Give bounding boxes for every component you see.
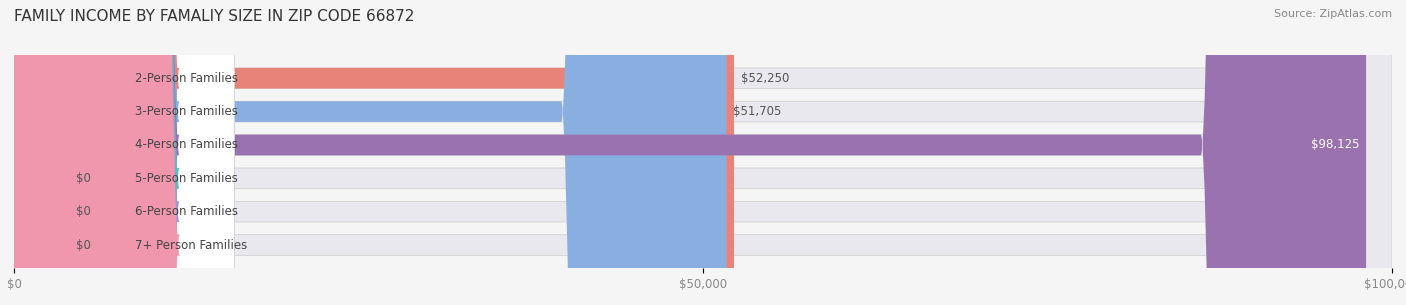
FancyBboxPatch shape: [0, 0, 180, 305]
Text: 4-Person Families: 4-Person Families: [135, 138, 238, 152]
Text: 7+ Person Families: 7+ Person Families: [135, 239, 247, 252]
Text: $0: $0: [76, 205, 91, 218]
FancyBboxPatch shape: [14, 0, 727, 305]
FancyBboxPatch shape: [14, 0, 235, 305]
FancyBboxPatch shape: [14, 0, 235, 305]
FancyBboxPatch shape: [14, 0, 1392, 305]
FancyBboxPatch shape: [14, 0, 1392, 305]
FancyBboxPatch shape: [14, 0, 1392, 305]
Text: Source: ZipAtlas.com: Source: ZipAtlas.com: [1274, 9, 1392, 19]
FancyBboxPatch shape: [14, 0, 1367, 305]
FancyBboxPatch shape: [14, 0, 235, 305]
FancyBboxPatch shape: [14, 0, 1392, 305]
FancyBboxPatch shape: [0, 0, 180, 305]
FancyBboxPatch shape: [14, 0, 734, 305]
FancyBboxPatch shape: [14, 0, 235, 305]
Text: 3-Person Families: 3-Person Families: [135, 105, 238, 118]
FancyBboxPatch shape: [14, 0, 235, 305]
Text: $52,250: $52,250: [741, 72, 789, 85]
FancyBboxPatch shape: [0, 0, 180, 305]
FancyBboxPatch shape: [0, 0, 180, 305]
Text: 6-Person Families: 6-Person Families: [135, 205, 238, 218]
Text: 2-Person Families: 2-Person Families: [135, 72, 238, 85]
Text: FAMILY INCOME BY FAMALIY SIZE IN ZIP CODE 66872: FAMILY INCOME BY FAMALIY SIZE IN ZIP COD…: [14, 9, 415, 24]
Text: $51,705: $51,705: [734, 105, 782, 118]
FancyBboxPatch shape: [0, 0, 180, 305]
FancyBboxPatch shape: [14, 0, 1392, 305]
Text: $98,125: $98,125: [1310, 138, 1360, 152]
FancyBboxPatch shape: [14, 0, 1392, 305]
FancyBboxPatch shape: [14, 0, 235, 305]
Text: 5-Person Families: 5-Person Families: [135, 172, 238, 185]
FancyBboxPatch shape: [0, 0, 180, 305]
Text: $0: $0: [76, 239, 91, 252]
Text: $0: $0: [76, 172, 91, 185]
